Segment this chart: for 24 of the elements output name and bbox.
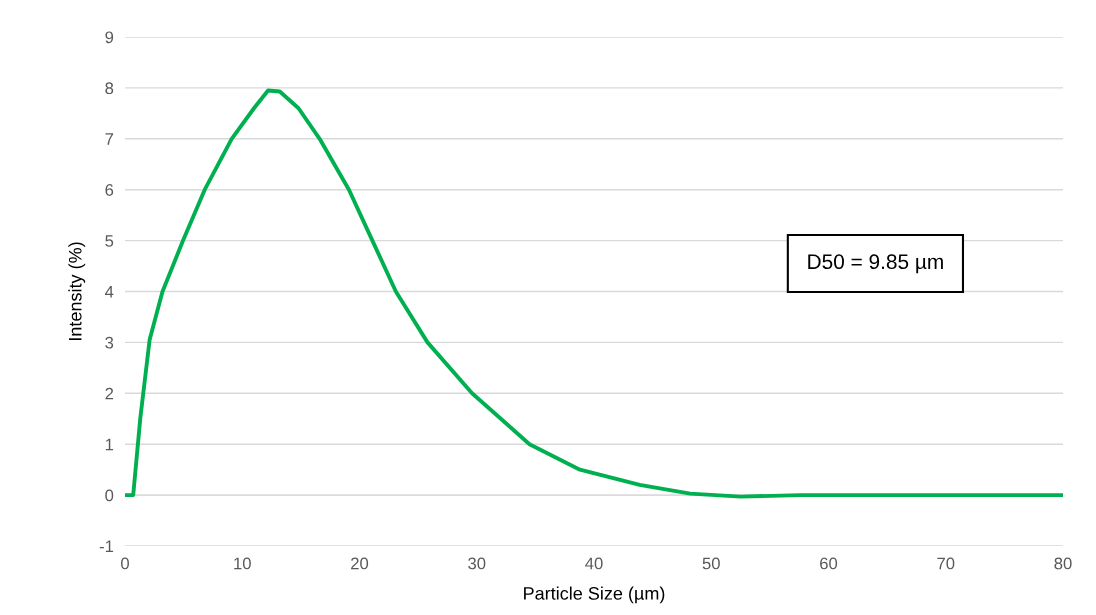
y-axis-title: Intensity (%) — [68, 242, 86, 340]
line-series — [125, 88, 1063, 499]
y-tick-label: 2 — [105, 387, 114, 400]
y-tick-label: 7 — [105, 133, 114, 145]
x-tick-label: 0 — [121, 557, 129, 570]
x-tick-label: 40 — [585, 557, 603, 570]
x-tick-label: 30 — [468, 557, 486, 570]
x-tick-label: 80 — [1054, 557, 1072, 570]
annotation: D50 = 9.85 µm — [808, 254, 943, 274]
y-tick-label: 0 — [105, 489, 114, 502]
y-tick-label: -1 — [99, 540, 114, 553]
x-tick-label: 10 — [234, 557, 251, 570]
y-tick-label: 1 — [105, 438, 114, 451]
y-tick-label: 4 — [105, 286, 114, 298]
x-axis-title: Particle Size (µm) — [524, 586, 665, 604]
y-tick-label: 3 — [105, 336, 114, 349]
x-tick-label: 70 — [937, 557, 955, 570]
y-tick-label: 6 — [105, 184, 114, 196]
y-tick-label: 8 — [105, 82, 114, 95]
x-tick-label: 50 — [702, 557, 720, 570]
x-tick-label: 20 — [351, 557, 369, 570]
x-tick-label: 60 — [820, 557, 838, 570]
y-tick-label: 5 — [105, 235, 114, 247]
y-tick-label: 9 — [105, 31, 114, 44]
